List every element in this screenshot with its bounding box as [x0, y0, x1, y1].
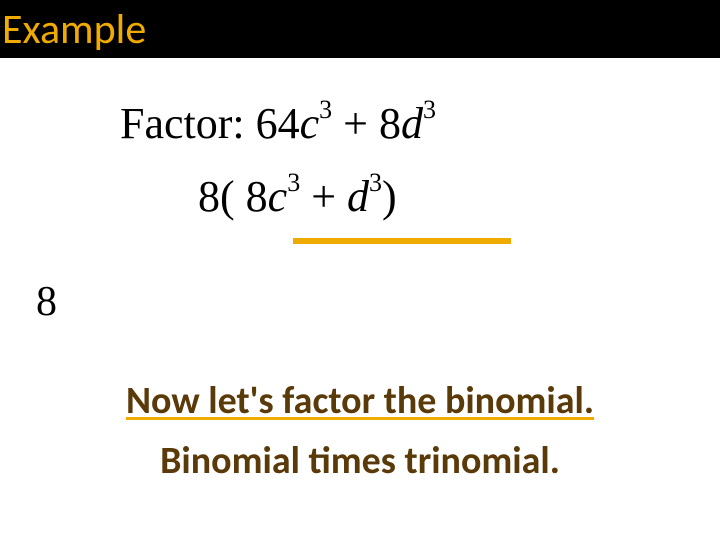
outer-factor: 8( [198, 172, 235, 221]
term1-exp: 3 [319, 95, 332, 124]
inner-term1-coef: 8 [235, 172, 268, 221]
caption-line-2: Binomial times trinomial. [0, 438, 720, 484]
factor-line: Factor: 64c3 + 8d3 [120, 98, 436, 149]
op-plus: + [332, 99, 379, 148]
term2-coef: 8 [379, 99, 401, 148]
inner-term1-exp: 3 [287, 168, 300, 197]
slide: Example Factor: 64c3 + 8d3 8( 8c3 + d3) … [0, 0, 720, 540]
term1-coef: 64 [256, 99, 300, 148]
factored-line: 8( 8c3 + d3) [198, 171, 436, 222]
inner-op-plus: + [300, 172, 347, 221]
inner-term2-exp: 3 [369, 168, 382, 197]
caption-line-1: Now let's factor the binomial. [0, 378, 720, 424]
term2-exp: 3 [423, 95, 436, 124]
term1-var: c [300, 99, 320, 148]
slide-title: Example [2, 4, 146, 55]
gcf-value: 8 [36, 278, 57, 326]
math-block: Factor: 64c3 + 8d3 8( 8c3 + d3) [120, 98, 436, 222]
emphasis-underline [293, 238, 511, 244]
title-bar: Example [0, 0, 720, 58]
inner-term1-var: c [268, 172, 288, 221]
close-paren: ) [382, 172, 397, 221]
factor-label: Factor: [120, 99, 256, 148]
inner-term2-var: d [347, 172, 369, 221]
term2-var: d [401, 99, 423, 148]
